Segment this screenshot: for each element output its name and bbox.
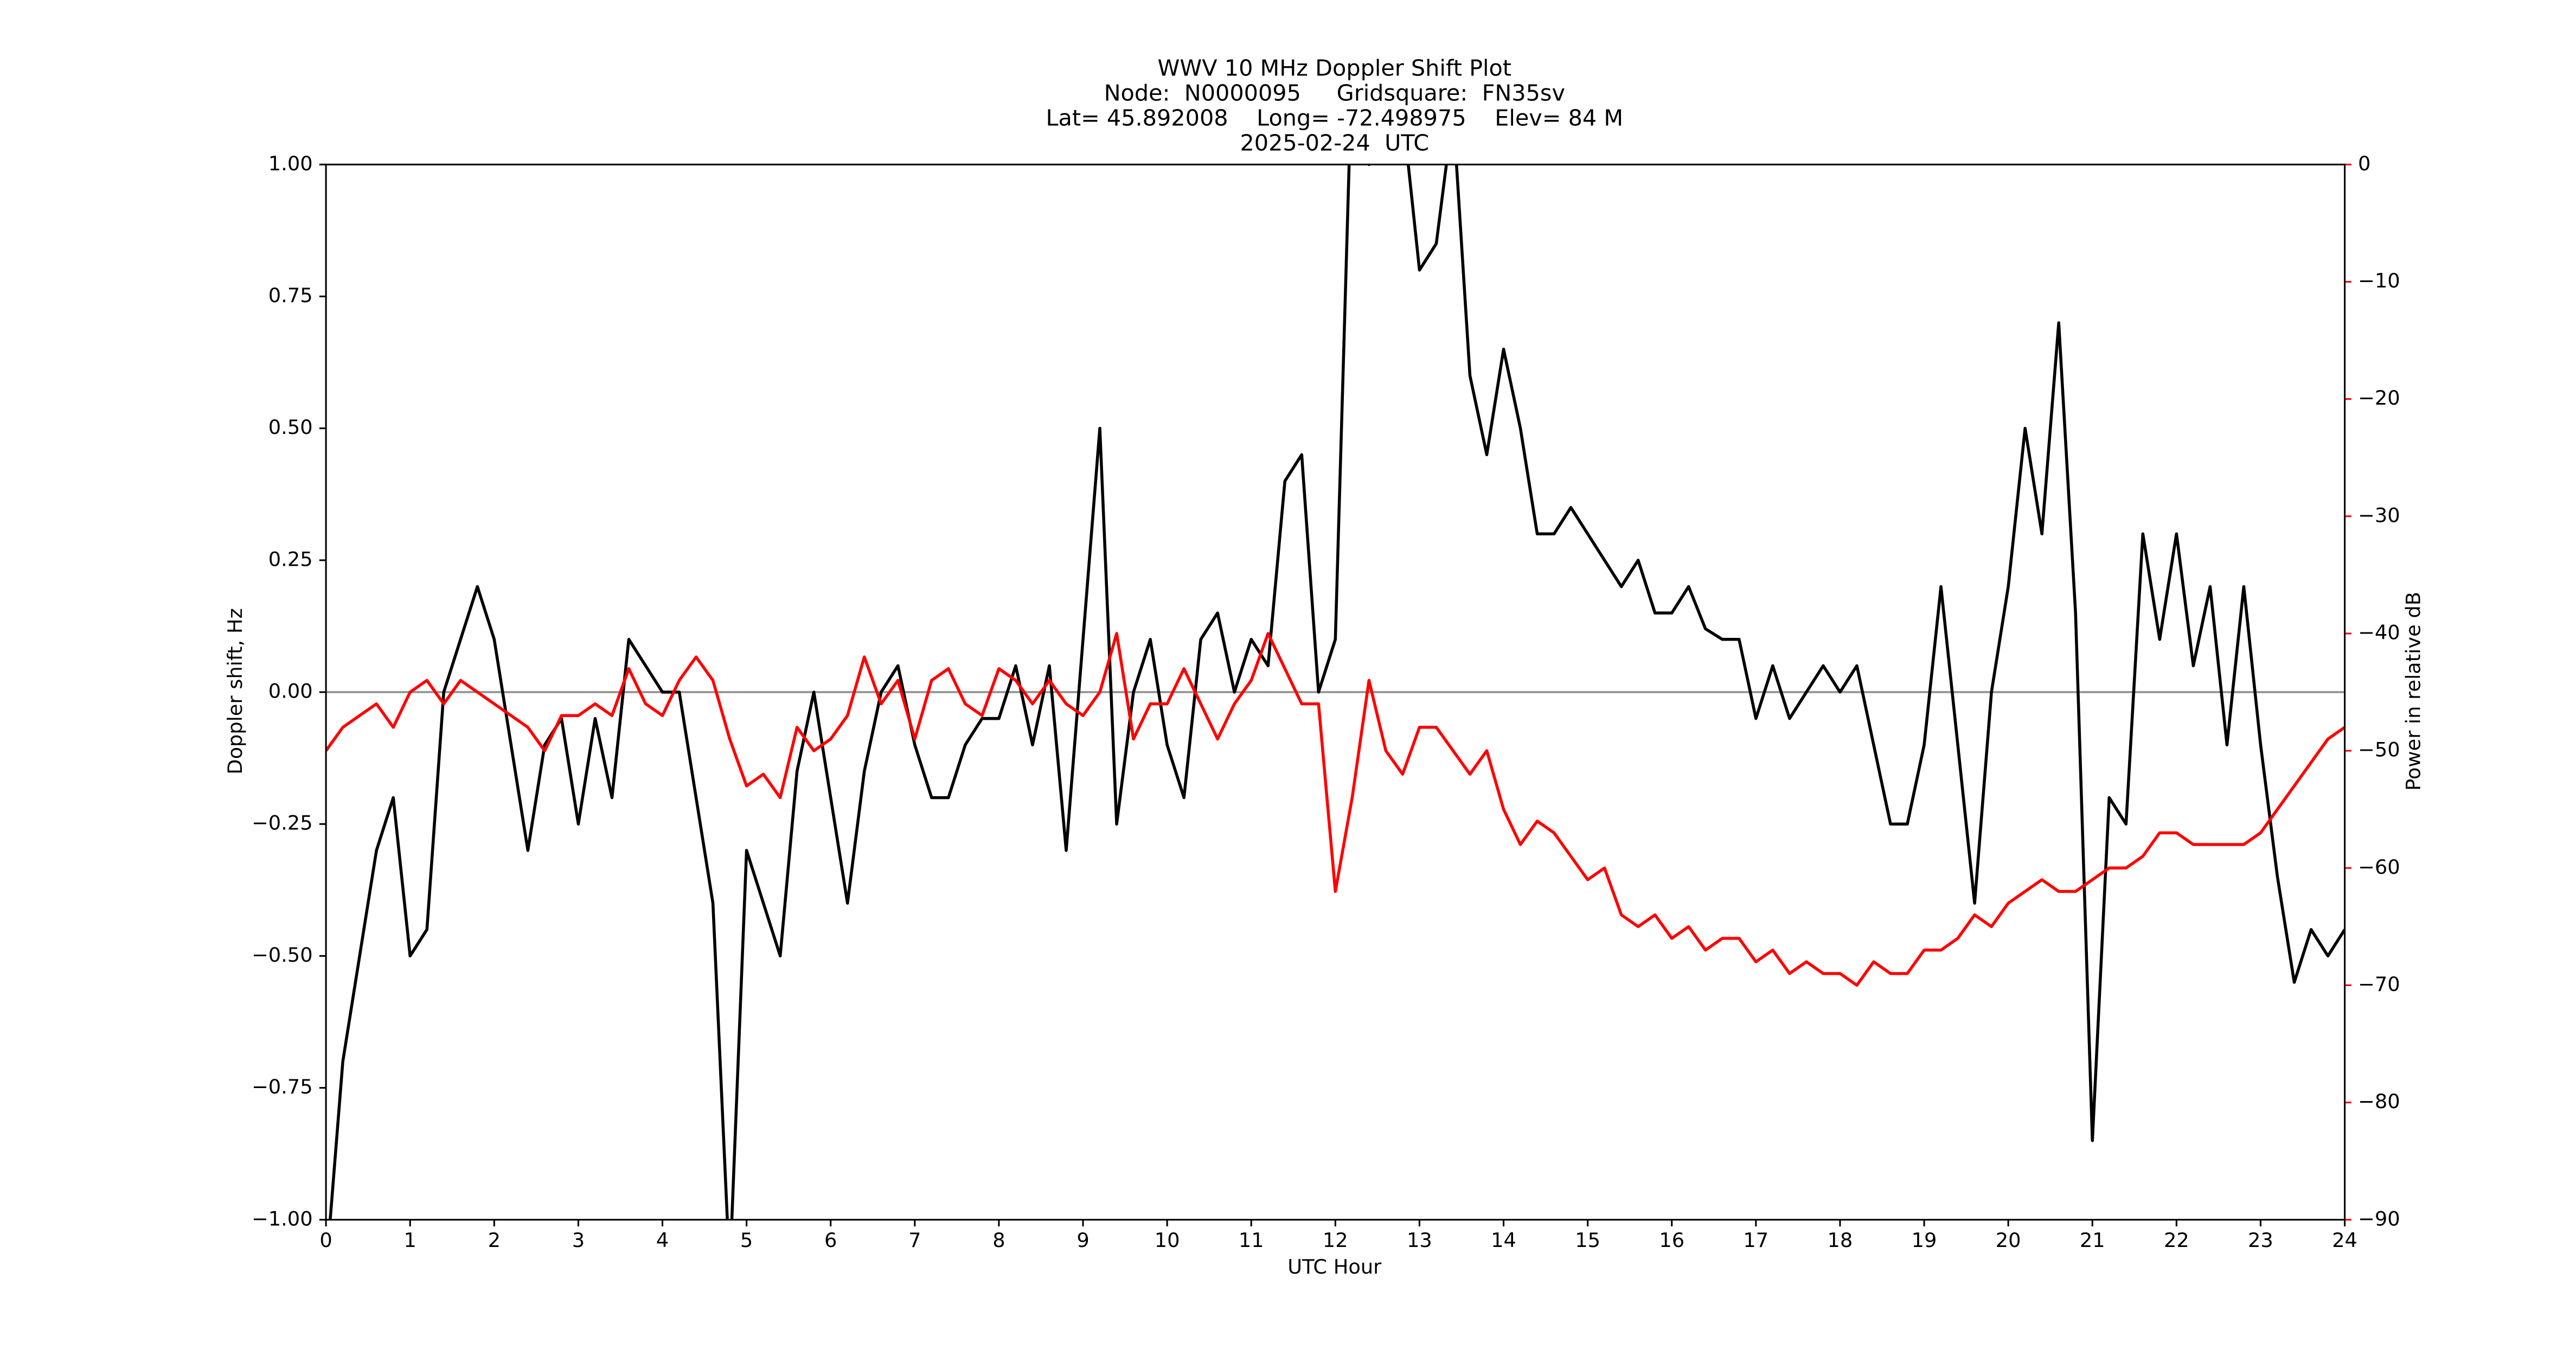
x-tick-label: 1: [404, 1229, 416, 1252]
x-tick-label: 6: [824, 1229, 837, 1252]
x-tick-label: 5: [740, 1229, 753, 1252]
y2-tick-label: −30: [2358, 503, 2400, 527]
x-tick-label: 10: [1155, 1229, 1180, 1252]
chart-subtitle: Node: N0000095 Gridsquare: FN35sv: [1104, 80, 1565, 106]
y-tick-label: −0.25: [252, 811, 313, 835]
x-tick-label: 20: [1996, 1229, 2021, 1252]
x-axis-label: UTC Hour: [1287, 1255, 1382, 1278]
series-line: [326, 632, 2345, 987]
y-tick-label: −0.50: [252, 943, 313, 967]
x-tick-label: 4: [656, 1229, 669, 1252]
x-tick-label: 22: [2164, 1229, 2189, 1252]
x-tick-label: 21: [2080, 1229, 2105, 1252]
x-tick-label: 14: [1491, 1229, 1516, 1252]
y2-tick-label: −50: [2358, 738, 2400, 762]
x-tick-label: 7: [908, 1229, 921, 1252]
x-tick-label: 23: [2248, 1229, 2273, 1252]
y-tick-label: 0.75: [268, 284, 313, 307]
y-tick-label: 1.00: [268, 152, 313, 175]
x-tick-label: 13: [1407, 1229, 1432, 1252]
x-tick-label: 8: [992, 1229, 1005, 1252]
y-axis-label: Doppler shift, Hz: [223, 608, 247, 775]
y-tick-label: −0.75: [252, 1075, 313, 1098]
y2-tick-label: −70: [2358, 973, 2400, 996]
chart-title: WWV 10 MHz Doppler Shift Plot: [1158, 55, 1512, 81]
x-tick-label: 15: [1575, 1229, 1600, 1252]
x-tick-label: 3: [572, 1229, 585, 1252]
y2-axis-label: Power in relative dB: [2402, 592, 2425, 791]
y-tick-label: −1.00: [252, 1207, 313, 1230]
x-tick-label: 11: [1239, 1229, 1264, 1252]
x-tick-label: 0: [319, 1229, 332, 1252]
chart-subtitle: Lat= 45.892008 Long= -72.498975 Elev= 84…: [1046, 105, 1624, 131]
y2-tick-label: 0: [2358, 152, 2370, 175]
y-tick-label: 0.50: [268, 415, 313, 439]
x-tick-label: 12: [1323, 1229, 1348, 1252]
chart-subtitle: 2025-02-24 UTC: [1240, 130, 1429, 156]
x-tick-label: 16: [1659, 1229, 1684, 1252]
x-tick-label: 17: [1743, 1229, 1768, 1252]
y2-tick-label: −80: [2358, 1090, 2400, 1113]
y2-tick-label: −40: [2358, 621, 2400, 644]
y2-tick-label: −10: [2358, 269, 2400, 292]
y2-tick-label: −90: [2358, 1207, 2400, 1230]
x-tick-label: 24: [2332, 1229, 2357, 1252]
x-tick-label: 18: [1828, 1229, 1853, 1252]
series-line: [329, 164, 2345, 1220]
x-tick-label: 19: [1912, 1229, 1937, 1252]
y2-tick-label: −20: [2358, 386, 2400, 410]
x-tick-label: 9: [1076, 1229, 1089, 1252]
y-tick-label: 0.25: [268, 547, 313, 571]
x-tick-label: 2: [488, 1229, 501, 1252]
y2-tick-label: −60: [2358, 855, 2400, 879]
y-tick-label: 0.00: [268, 680, 313, 703]
